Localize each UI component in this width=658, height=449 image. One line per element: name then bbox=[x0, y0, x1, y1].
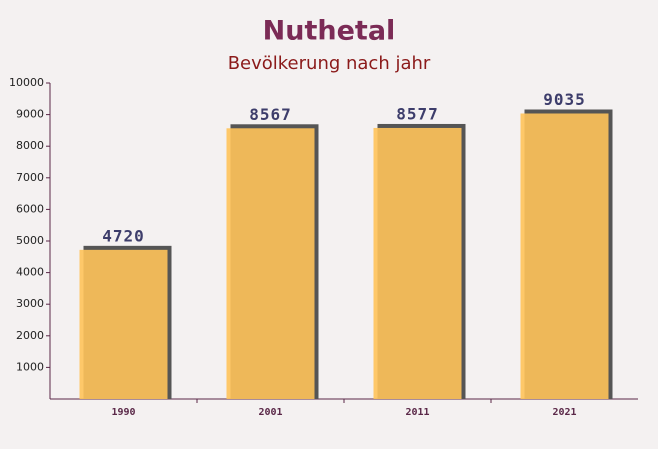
y-tick-label: 10000 bbox=[9, 76, 44, 89]
value-label: 8567 bbox=[249, 105, 292, 124]
y-tick-label: 7000 bbox=[16, 171, 44, 184]
bar bbox=[226, 128, 315, 399]
bar bbox=[373, 127, 462, 399]
y-tick-label: 8000 bbox=[16, 139, 44, 152]
x-tick-label: 2001 bbox=[258, 407, 282, 418]
y-tick-label: 6000 bbox=[16, 202, 44, 215]
y-tick-label: 9000 bbox=[16, 108, 44, 121]
y-tick-label: 5000 bbox=[16, 234, 44, 247]
chart-subtitle: Bevölkerung nach jahr bbox=[228, 53, 431, 74]
y-tick-label: 4000 bbox=[16, 266, 44, 279]
x-tick-label: 1990 bbox=[111, 407, 135, 418]
x-tick-label: 2021 bbox=[552, 407, 576, 418]
chart-title: Nuthetal bbox=[263, 16, 396, 47]
value-label: 9035 bbox=[543, 90, 586, 109]
y-tick-label: 2000 bbox=[16, 329, 44, 342]
bar bbox=[79, 249, 168, 399]
value-label: 4720 bbox=[102, 226, 145, 245]
y-tick-label: 3000 bbox=[16, 297, 44, 310]
y-tick-label: 1000 bbox=[16, 360, 44, 373]
x-tick-label: 2011 bbox=[405, 407, 429, 418]
value-label: 8577 bbox=[396, 104, 439, 123]
bar bbox=[520, 113, 609, 399]
